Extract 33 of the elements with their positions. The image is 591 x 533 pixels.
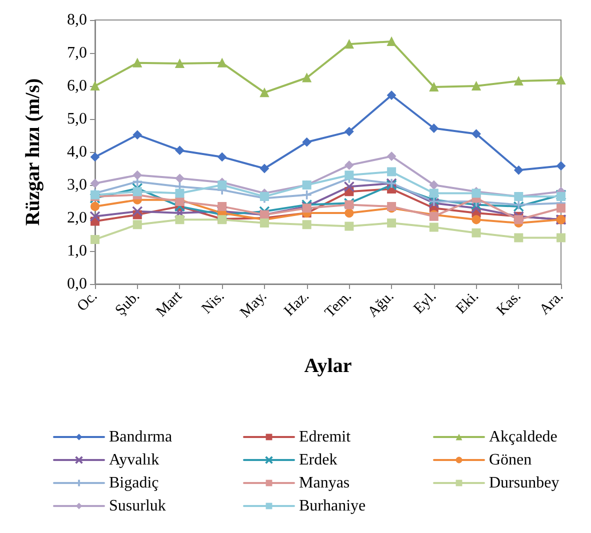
legend-label: Ayvalık: [109, 452, 160, 468]
y-tick-label: 5,0: [67, 110, 87, 128]
legend-label: Bandırma: [109, 428, 172, 446]
legend-label: Susurluk: [109, 498, 166, 514]
x-tick-label: Mart: [153, 288, 186, 320]
legend-label: Gönen: [489, 452, 532, 468]
x-tick-label: Eki.: [453, 288, 482, 318]
x-tick-label: May.: [237, 288, 270, 322]
y-tick-label: 6,0: [67, 78, 87, 94]
legend-label: Edremit: [299, 428, 352, 446]
x-tick-label: Ara.: [536, 288, 567, 318]
legend-label: Erdek: [299, 452, 338, 468]
y-tick-label: 7,0: [67, 44, 87, 62]
legend-label: Bigadiç: [109, 474, 159, 492]
y-tick-label: 1,0: [67, 242, 87, 260]
y-tick-label: 0,0: [67, 276, 87, 292]
y-tick-label: 8,0: [67, 12, 87, 28]
y-tick-label: 4,0: [67, 144, 87, 160]
x-tick-label: Tem.: [322, 288, 355, 321]
y-axis-title: Rüzgar hızı (m/s): [22, 78, 44, 226]
x-tick-label: Ağu.: [364, 288, 398, 321]
legend-label: Dursunbey: [489, 474, 560, 492]
legend-label: Burhaniye: [299, 498, 366, 514]
x-tick-label: Eyl.: [410, 288, 440, 318]
x-tick-label: Kas.: [494, 288, 524, 319]
y-tick-label: 3,0: [67, 176, 87, 194]
legend-label: Akçaldede: [489, 428, 558, 446]
x-axis-title: Aylar: [304, 355, 352, 377]
x-tick-label: Nis.: [199, 288, 228, 318]
x-tick-label: Haz.: [281, 288, 312, 320]
y-tick-label: 2,0: [67, 210, 87, 226]
legend-label: Manyas: [299, 474, 350, 492]
x-tick-label: Şub.: [112, 288, 144, 319]
